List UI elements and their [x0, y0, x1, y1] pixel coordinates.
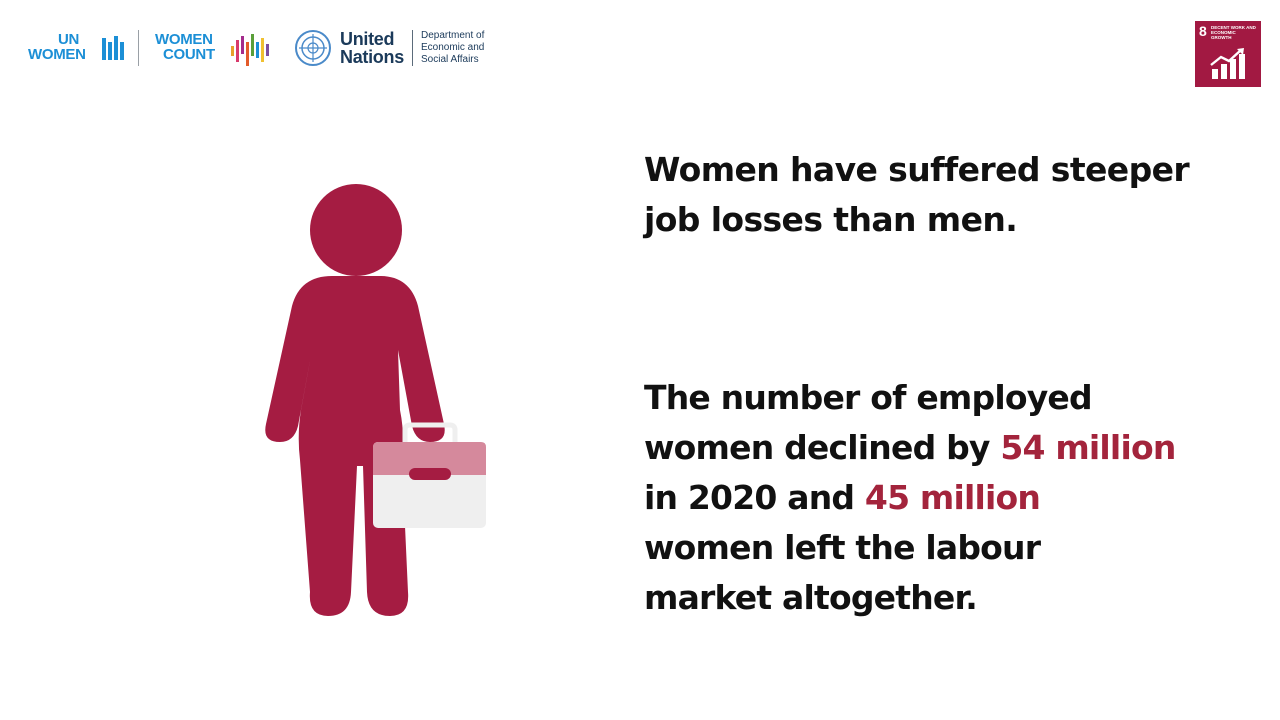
stat-line3-text: in 2020 and: [644, 478, 865, 517]
sdg-label: DECENT WORK AND ECONOMIC GROWTH: [1211, 25, 1256, 40]
desa-name: Department of Economic and Social Affair…: [421, 30, 511, 66]
stat-line1: The number of employed: [644, 378, 1093, 417]
un-women-line1: UN: [58, 31, 80, 48]
un-women-symbol-icon: [102, 36, 124, 60]
headline: Women have suffered steeper job losses t…: [644, 145, 1244, 245]
desa-line1: Department of: [421, 30, 485, 41]
un-name-line2: Nations: [340, 47, 404, 67]
stat-line2-text: women declined by: [644, 428, 1001, 467]
headline-line1: Women have suffered steeper: [644, 150, 1190, 189]
un-emblem-icon: [295, 30, 331, 66]
un-divider: [412, 30, 413, 66]
headline-line2: job losses than men.: [644, 200, 1018, 239]
woman-with-briefcase-icon: [265, 184, 486, 616]
employment-decline-figure: 54 million: [1000, 428, 1176, 467]
desa-line3: Social Affairs: [421, 54, 479, 65]
stat-line2: women declined by 54 million: [644, 423, 1244, 473]
sdg-number: 8: [1199, 23, 1207, 39]
women-count-logo: WOMEN COUNT: [155, 32, 275, 66]
stat-line3: in 2020 and 45 million: [644, 473, 1244, 523]
united-nations-desa-logo: United Nations Department of Economic an…: [292, 28, 502, 68]
logo-divider: [138, 30, 139, 66]
statistic-text: The number of employed women declined by…: [644, 373, 1244, 623]
un-women-line2: WOMEN: [28, 46, 86, 63]
un-women-logo: UN WOMEN: [28, 32, 128, 66]
sdg-goal-8-badge: 8 DECENT WORK AND ECONOMIC GROWTH: [1195, 21, 1261, 87]
stat-line5: market altogether.: [644, 578, 978, 617]
un-name-line1: United: [340, 29, 395, 49]
women-count-line1: WOMEN: [155, 31, 213, 48]
desa-line2: Economic and: [421, 42, 485, 53]
stat-line4: women left the labour: [644, 528, 1041, 567]
women-count-line2: COUNT: [163, 46, 215, 63]
labour-exit-figure: 45 million: [864, 478, 1041, 517]
united-nations-name: United Nations: [340, 30, 404, 66]
women-count-bars-icon: [231, 34, 269, 66]
growth-chart-icon: [1210, 48, 1245, 79]
